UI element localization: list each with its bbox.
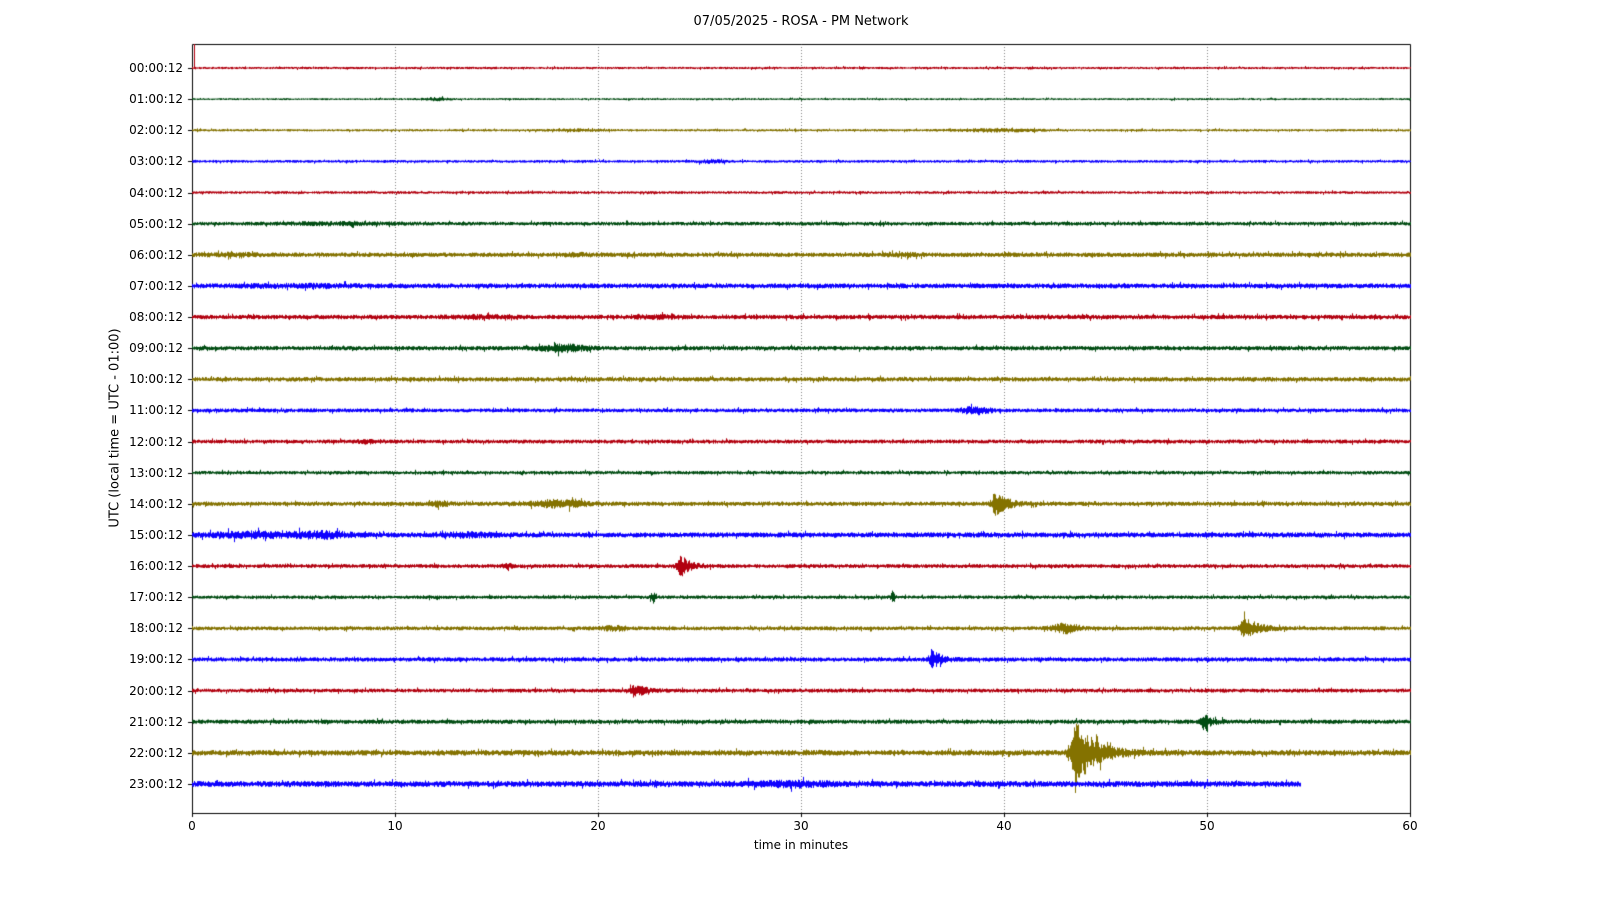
- y-tick-label: 22:00:12: [129, 745, 183, 760]
- x-tick-label: 20: [590, 819, 606, 833]
- y-tick-label: 00:00:12: [129, 61, 183, 75]
- y-tick-label: 23:00:12: [129, 776, 183, 791]
- y-tick-label: 20:00:12: [129, 683, 183, 698]
- y-tick-label: 19:00:12: [129, 652, 183, 667]
- y-tick-label: 17:00:12: [129, 590, 183, 605]
- y-tick-label: 06:00:12: [129, 247, 183, 262]
- x-tick-label: 30: [793, 819, 809, 833]
- y-tick-label: 01:00:12: [129, 92, 183, 107]
- y-tick-label: 07:00:12: [129, 278, 183, 293]
- y-tick-label: 10:00:12: [129, 372, 183, 387]
- y-tick-label: 15:00:12: [129, 527, 183, 542]
- y-tick-label: 05:00:12: [129, 216, 183, 231]
- y-tick-label: 14:00:12: [129, 496, 183, 511]
- x-tick-label: 50: [1199, 819, 1215, 833]
- y-tick-label: 09:00:12: [129, 341, 183, 356]
- y-tick-label: 16:00:12: [129, 559, 183, 574]
- x-tick-label: 10: [387, 819, 403, 833]
- y-tick-label: 18:00:12: [129, 621, 183, 636]
- y-tick-label: 13:00:12: [129, 465, 183, 480]
- y-tick-label: 11:00:12: [129, 403, 183, 418]
- x-tick-label: 0: [188, 819, 196, 833]
- y-tick-label: 03:00:12: [129, 154, 183, 169]
- y-tick-label: 21:00:12: [129, 714, 183, 729]
- y-tick-label: 12:00:12: [129, 434, 183, 449]
- y-tick-label: 08:00:12: [129, 310, 183, 325]
- y-tick-label: 04:00:12: [129, 185, 183, 200]
- x-tick-label: 60: [1402, 819, 1418, 833]
- x-tick-label: 40: [996, 819, 1012, 833]
- y-tick-label: 02:00:12: [129, 123, 183, 138]
